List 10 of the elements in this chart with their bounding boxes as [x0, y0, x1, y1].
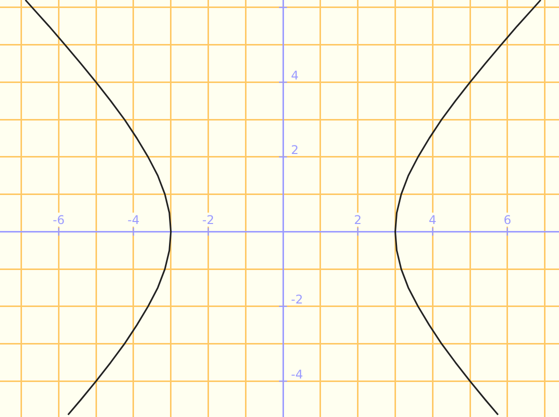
x-tick-label: 6: [504, 212, 512, 227]
y-tick-label: -2: [291, 292, 304, 307]
x-tick-label: -6: [52, 212, 65, 227]
x-tick-label: 4: [428, 212, 436, 227]
x-tick-label: -2: [202, 212, 214, 227]
y-tick-label: -4: [291, 367, 304, 382]
x-tick-label: -4: [128, 212, 140, 227]
y-tick-label: 4: [291, 68, 299, 82]
x-tick-label: 2: [354, 212, 362, 227]
y-tick-label: 2: [291, 143, 299, 158]
